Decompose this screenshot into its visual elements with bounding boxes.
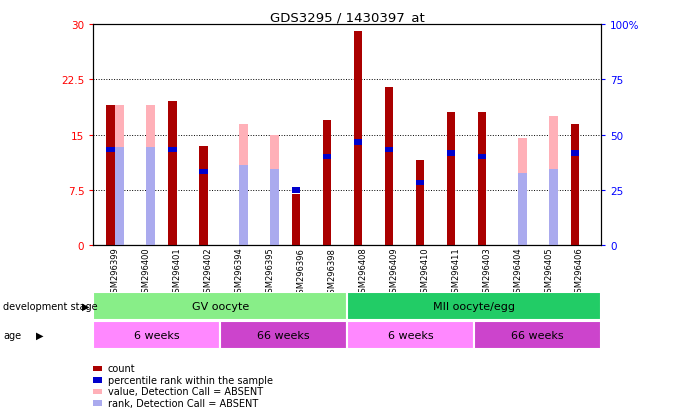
Bar: [199, 169, 207, 175]
Text: rank, Detection Call = ABSENT: rank, Detection Call = ABSENT: [108, 398, 258, 408]
Bar: [168, 147, 177, 152]
Bar: [115, 106, 124, 246]
Bar: [446, 151, 455, 156]
Text: 6 weeks: 6 weeks: [134, 330, 180, 340]
Text: MII oocyte/egg: MII oocyte/egg: [433, 301, 515, 311]
Bar: [354, 32, 362, 246]
Bar: [93, 292, 347, 320]
Text: GV oocyte: GV oocyte: [191, 301, 249, 311]
Bar: [416, 161, 424, 246]
Text: age: age: [3, 330, 21, 340]
Text: 66 weeks: 66 weeks: [258, 330, 310, 340]
Bar: [146, 106, 155, 246]
Bar: [477, 113, 486, 246]
Bar: [571, 124, 579, 246]
Text: ▶: ▶: [82, 301, 89, 311]
Bar: [549, 117, 558, 246]
Bar: [477, 155, 486, 160]
Text: 6 weeks: 6 weeks: [388, 330, 433, 340]
Bar: [323, 121, 332, 246]
Text: percentile rank within the sample: percentile rank within the sample: [108, 375, 273, 385]
Bar: [115, 150, 124, 246]
Bar: [93, 321, 220, 349]
Bar: [270, 169, 278, 175]
Bar: [549, 172, 558, 246]
Bar: [220, 321, 347, 349]
Bar: [239, 169, 248, 246]
Bar: [270, 135, 278, 246]
Bar: [571, 151, 579, 156]
Text: 66 weeks: 66 weeks: [511, 330, 564, 340]
Bar: [292, 194, 301, 246]
Text: ▶: ▶: [36, 330, 44, 340]
Bar: [518, 176, 527, 246]
Bar: [106, 106, 115, 246]
Bar: [146, 147, 155, 152]
Bar: [115, 147, 124, 152]
Bar: [168, 102, 177, 246]
Bar: [323, 155, 332, 160]
Text: value, Detection Call = ABSENT: value, Detection Call = ABSENT: [108, 387, 263, 396]
Bar: [106, 147, 115, 152]
Bar: [199, 146, 207, 246]
Bar: [474, 321, 601, 349]
Bar: [446, 113, 455, 246]
Text: development stage: development stage: [3, 301, 98, 311]
Bar: [292, 188, 301, 193]
Bar: [549, 169, 558, 175]
Bar: [239, 124, 248, 246]
Bar: [93, 246, 601, 413]
Bar: [518, 139, 527, 246]
Bar: [416, 180, 424, 186]
Bar: [347, 321, 474, 349]
Bar: [385, 88, 393, 246]
Bar: [270, 172, 278, 246]
Bar: [385, 147, 393, 152]
Bar: [146, 150, 155, 246]
Text: count: count: [108, 363, 135, 373]
Title: GDS3295 / 1430397_at: GDS3295 / 1430397_at: [270, 11, 424, 24]
Bar: [354, 140, 362, 145]
Bar: [347, 292, 601, 320]
Bar: [518, 173, 527, 178]
Bar: [239, 166, 248, 171]
